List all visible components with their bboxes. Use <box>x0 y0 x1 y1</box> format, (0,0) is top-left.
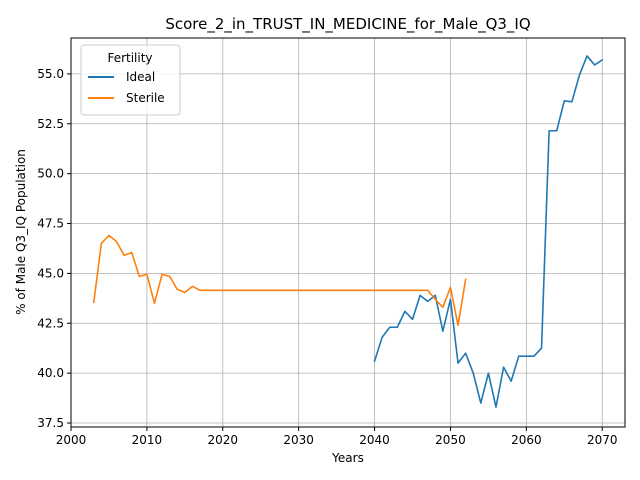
y-tick-label: 42.5 <box>37 316 64 330</box>
y-tick-label: 52.5 <box>37 117 64 131</box>
y-tick-label: 40.0 <box>37 366 64 380</box>
y-tick-label: 37.5 <box>37 416 64 430</box>
grid <box>70 38 625 427</box>
y-axis-label: % of Male Q3_IQ Population <box>14 149 28 315</box>
series-line-sterile <box>92 234 467 327</box>
chart-title: Score_2_in_TRUST_IN_MEDICINE_for_Male_Q3… <box>165 15 530 34</box>
series-lines <box>92 55 604 408</box>
y-tick-label: 45.0 <box>37 266 64 280</box>
x-tick-label: 2000 <box>56 433 87 447</box>
legend: Fertility Ideal Sterile <box>80 44 181 116</box>
x-axis-ticks: 2000 2010 2020 2030 2040 2050 2060 2070 <box>56 427 618 447</box>
y-axis-ticks: 37.5 40.0 42.5 45.0 47.5 50.0 52.5 55.0 <box>37 67 71 430</box>
x-tick-label: 2040 <box>359 433 390 447</box>
x-axis-label: Years <box>331 451 364 465</box>
y-tick-label: 47.5 <box>37 217 64 231</box>
legend-label-sterile: Sterile <box>126 91 165 105</box>
y-tick-label: 50.0 <box>37 167 64 181</box>
x-tick-label: 2030 <box>283 433 314 447</box>
x-tick-label: 2060 <box>511 433 542 447</box>
x-tick-label: 2050 <box>435 433 466 447</box>
plot-frame <box>70 37 626 428</box>
x-tick-label: 2020 <box>208 433 239 447</box>
x-tick-label: 2070 <box>587 433 618 447</box>
series-line-ideal <box>373 55 604 408</box>
x-tick-label: 2010 <box>132 433 163 447</box>
legend-title: Fertility <box>107 51 152 65</box>
y-tick-label: 55.0 <box>37 67 64 81</box>
legend-label-ideal: Ideal <box>126 70 155 84</box>
